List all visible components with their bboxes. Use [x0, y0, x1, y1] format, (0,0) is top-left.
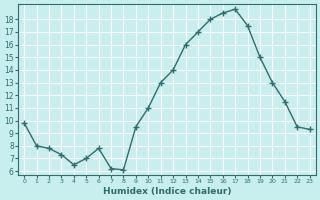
X-axis label: Humidex (Indice chaleur): Humidex (Indice chaleur): [103, 187, 231, 196]
